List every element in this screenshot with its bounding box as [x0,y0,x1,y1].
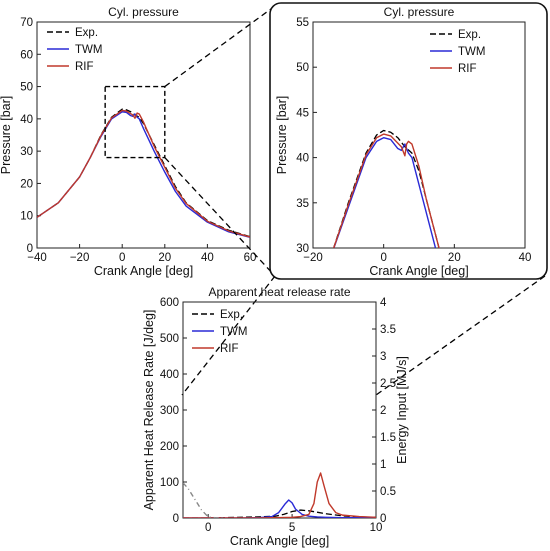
y-tick-label: 10 [20,211,33,223]
x-tick-label: −20 [303,252,323,264]
y-tick-label: 200 [160,441,179,453]
zoom-pressure-chart: Cyl. pressure −20 0 20 40 30 35 40 45 50 55 Crank A… [269,2,548,280]
series-line-energy-input [183,482,225,518]
legend-label: TWM [75,44,102,56]
chart-title: Cyl. pressure [108,5,179,19]
y2-tick-label: 3.5 [380,324,396,336]
series-line-rif [37,109,250,238]
x-tick-label: 20 [158,252,171,264]
plot-frame [36,21,251,249]
y-tick-label: 60 [20,49,33,61]
y-axis-label: Pressure [bar] [275,96,289,175]
y2-tick-label: 0.5 [380,486,396,498]
y-tick-label: 40 [20,114,33,126]
y-tick-label: 100 [160,477,179,489]
y2-tick-label: 2 [380,405,386,417]
series-line-rif [183,472,376,518]
legend-label: RIF [75,61,94,73]
series-line-twm [183,499,376,518]
series-group [332,129,440,248]
x-axis-label: Crank Angle [deg] [369,264,468,278]
y2-tick-label: 4 [380,297,387,309]
chart-title: Cyl. pressure [384,5,455,19]
y-tick-label: 50 [296,62,309,74]
y2-tick-label: 2.5 [380,378,396,390]
x-tick-label: 0 [205,522,211,534]
y-tick-label: 45 [296,107,309,119]
main-pressure-chart: Cyl. pressure −40 −20 0 20 40 60 0 10 20 30 40 50 60 7… [0,5,256,278]
legend-label: Exp. [220,309,243,321]
y2-tick-label: 1 [380,459,386,471]
x-tick-label: 40 [201,252,214,264]
y-tick-label: 300 [160,405,179,417]
series-line-exp [183,509,376,518]
x-tick-label: 0 [119,252,125,264]
zoom-connector-lines [164,5,546,396]
y-tick-label: 20 [20,178,33,190]
y-tick-label: 70 [20,17,33,29]
legend-label: RIF [458,63,477,75]
y-axis-label: Apparent Heat Release Rate [J/deg] [142,310,156,511]
y-axis-label: Pressure [bar] [0,96,13,175]
zoom-connector-bottom [164,157,276,277]
legend-label: RIF [220,343,239,355]
series-line-rif [332,133,440,248]
plot-frame [312,21,526,249]
series-line-twm [37,111,250,239]
y-tick-label: 50 [20,82,33,94]
y-tick-label: 30 [20,146,33,158]
y2-tick-label: 0 [380,513,386,525]
y-tick-label: 30 [296,243,309,255]
zoom-connector-lower-right [375,275,546,396]
x-tick-label: 10 [370,522,383,534]
legend-label: Exp. [458,29,481,41]
x-tick-label: 20 [448,252,461,264]
x-tick-label: 60 [244,252,257,264]
y2-tick-label: 1.5 [380,432,396,444]
x-axis-label: Crank Angle [deg] [94,264,193,278]
y-tick-label: 55 [296,17,309,29]
series-group [183,472,376,518]
plot-frame [182,301,377,519]
y2-axis-label: Energy Input [MJ/s] [395,356,409,464]
x-tick-label: −20 [70,252,90,264]
x-axis-label: Crank Angle [deg] [230,534,329,548]
x-tick-label: 40 [519,252,532,264]
y-tick-label: 0 [173,513,179,525]
x-tick-label: 0 [380,252,386,264]
y2-tick-label: 3 [380,351,386,363]
y-tick-label: 400 [160,369,179,381]
series-group [37,108,250,239]
series-line-twm [333,137,437,248]
y-tick-label: 40 [296,153,309,165]
zoom-connector-top [164,5,276,88]
y-tick-label: 500 [160,333,179,345]
x-tick-label: −40 [27,252,47,264]
y-tick-label: 0 [27,243,33,255]
series-line-exp [332,129,440,248]
legend-label: Exp. [75,27,98,39]
legend-label: TWM [458,46,485,58]
zoom-connector-lower-left [181,275,276,396]
y-tick-label: 35 [296,198,309,210]
x-tick-label: 5 [289,522,295,534]
zoom-box [104,85,166,159]
legend-label: TWM [220,326,247,338]
y-tick-label: 600 [160,297,179,309]
chart-title: Apparent heat release rate [208,285,350,299]
